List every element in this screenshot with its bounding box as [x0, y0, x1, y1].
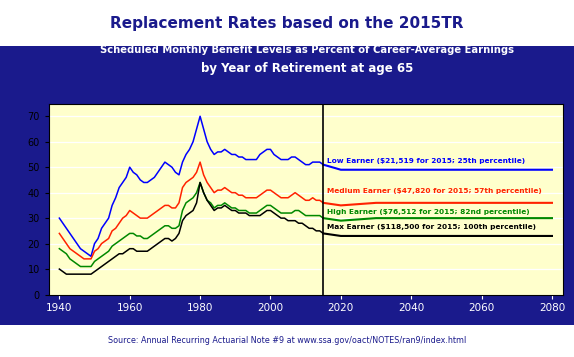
Text: Low Earner ($21,519 for 2015; 25th percentile): Low Earner ($21,519 for 2015; 25th perce…: [327, 158, 525, 164]
Text: Source: Annual Recurring Actuarial Note #9 at www.ssa.gov/oact/NOTES/ran9/index.: Source: Annual Recurring Actuarial Note …: [108, 336, 466, 346]
Text: Medium Earner ($47,820 for 2015; 57th percentile): Medium Earner ($47,820 for 2015; 57th pe…: [327, 188, 541, 195]
Text: High Earner ($76,512 for 2015; 82nd percentile): High Earner ($76,512 for 2015; 82nd perc…: [327, 209, 529, 215]
Text: Scheduled Monthly Benefit Levels as Percent of Career-Average Earnings: Scheduled Monthly Benefit Levels as Perc…: [100, 45, 514, 55]
Text: Replacement Rates based on the 2015TR: Replacement Rates based on the 2015TR: [110, 16, 464, 31]
Text: by Year of Retirement at age 65: by Year of Retirement at age 65: [201, 62, 413, 75]
Text: Max Earner ($118,500 for 2015; 100th percentile): Max Earner ($118,500 for 2015; 100th per…: [327, 224, 536, 230]
